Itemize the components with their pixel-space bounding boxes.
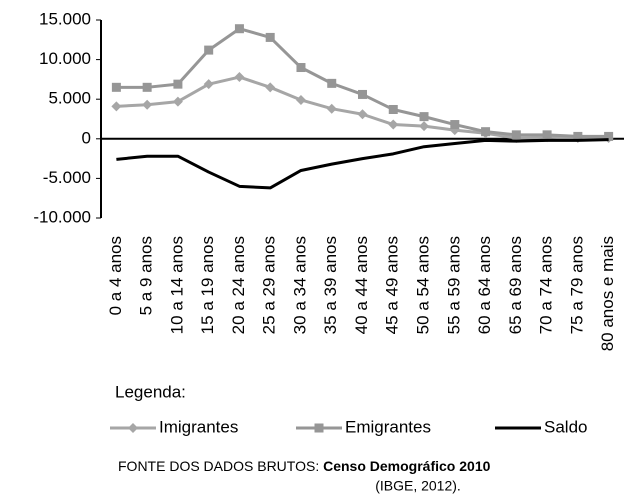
x-tick-label: 75 a 79 anos (567, 236, 586, 334)
marker (327, 78, 337, 88)
x-tick-label: 80 anos e mais (598, 236, 617, 351)
marker (358, 89, 367, 99)
x-tick-label: 40 a 44 anos (352, 236, 371, 334)
marker (234, 72, 245, 83)
y-tick-label: 15.000 (39, 9, 91, 28)
legend-label: Imigrantes (159, 417, 238, 436)
x-tick-label: 25 a 29 anos (260, 236, 279, 334)
marker (234, 24, 244, 34)
marker (542, 130, 552, 140)
y-tick-label: -10.000 (33, 207, 91, 226)
y-tick-label: -5.000 (43, 168, 91, 187)
x-tick-label: 60 a 64 anos (475, 236, 494, 334)
series-line (116, 27, 609, 138)
marker (573, 131, 583, 141)
source-prefix: FONTE DOS DADOS BRUTOS: (118, 458, 323, 474)
marker (172, 96, 183, 107)
x-tick-label: 45 a 49 anos (383, 236, 402, 334)
marker (295, 94, 306, 105)
x-tick-label: 50 a 54 anos (414, 236, 433, 334)
marker (111, 101, 122, 112)
legend-label: Emigrantes (345, 417, 431, 436)
x-tick-label: 0 a 4 anos (106, 236, 125, 315)
marker (128, 423, 138, 433)
marker (314, 423, 324, 433)
marker (173, 79, 183, 89)
marker (511, 130, 521, 140)
marker (326, 103, 337, 114)
source: FONTE DOS DADOS BRUTOS: Censo Demográfic… (118, 458, 491, 474)
marker (204, 45, 214, 55)
series-line (116, 138, 609, 190)
marker (419, 112, 429, 122)
y-tick-label: 10.000 (39, 49, 91, 68)
x-tick-label: 65 a 69 anos (506, 236, 525, 334)
marker (357, 109, 368, 120)
x-tick-label: 20 a 24 anos (229, 236, 248, 334)
marker (388, 119, 399, 130)
x-tick-label: 30 a 34 anos (290, 236, 309, 334)
x-tick-label: 70 a 74 anos (537, 236, 556, 334)
x-tick-label: 35 a 39 anos (321, 236, 340, 334)
marker (450, 120, 460, 130)
marker (481, 127, 491, 137)
marker (142, 82, 152, 92)
series-line (116, 75, 609, 140)
x-tick-label: 55 a 59 anos (444, 236, 463, 334)
x-tick-label: 10 a 14 anos (167, 236, 186, 334)
source-line2: (IBGE, 2012). (375, 478, 461, 494)
marker (296, 63, 306, 73)
x-tick-label: 15 a 19 anos (198, 236, 217, 334)
marker (265, 82, 276, 93)
marker (142, 99, 153, 110)
x-tick-label: 5 a 9 anos (137, 236, 156, 315)
marker (604, 131, 614, 141)
marker (419, 121, 430, 132)
source-bold: Censo Demográfico 2010 (323, 458, 490, 474)
marker (388, 104, 398, 114)
marker (265, 32, 275, 42)
legend-title: Legenda: (115, 382, 186, 401)
marker (111, 82, 121, 92)
y-tick-label: 5.000 (48, 89, 91, 108)
y-tick-label: 0 (82, 128, 91, 147)
legend-label: Saldo (544, 417, 587, 436)
marker (203, 79, 214, 90)
